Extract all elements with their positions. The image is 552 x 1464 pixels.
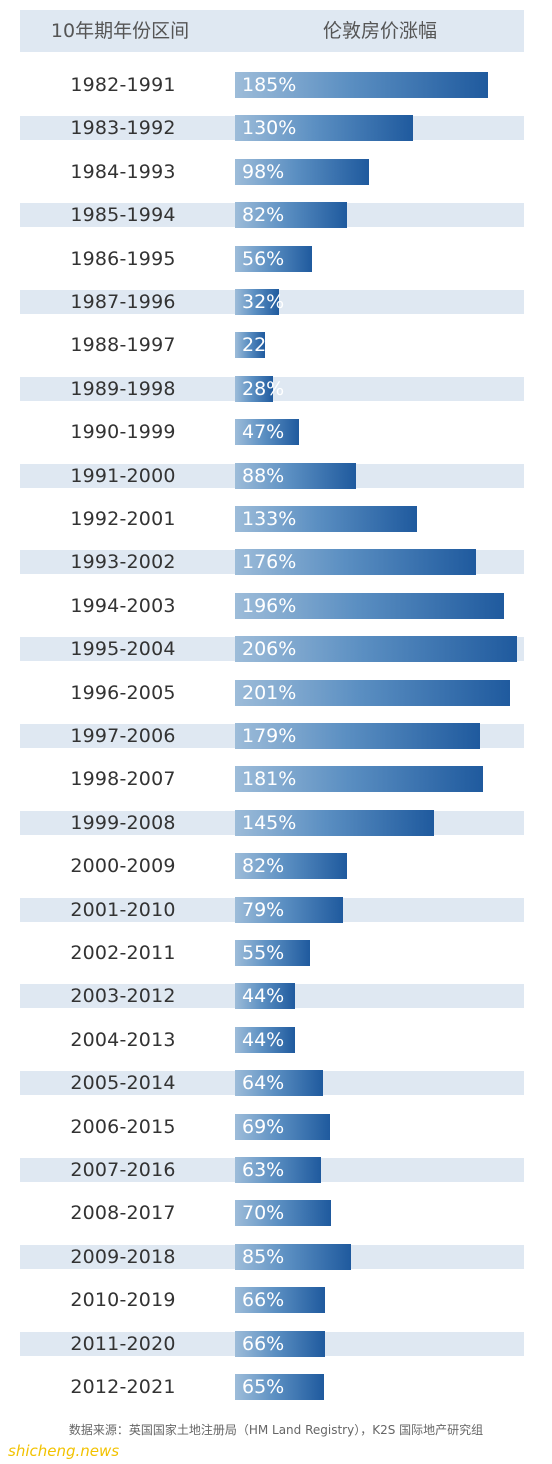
growth-bar <box>235 636 518 663</box>
period-label: 1994-2003 <box>70 594 176 617</box>
period-label: 1985-1994 <box>70 204 176 227</box>
growth-bar <box>235 983 296 1010</box>
growth-bar <box>235 115 414 142</box>
period-label: 1991-2000 <box>70 464 176 487</box>
growth-value-label: 181% <box>242 768 297 791</box>
growth-bar <box>235 1200 331 1227</box>
growth-value-label: 179% <box>242 725 297 747</box>
period-label: 2012-2021 <box>70 1376 176 1398</box>
growth-bar <box>235 940 311 966</box>
growth-value-label: 47% <box>242 421 285 444</box>
period-label: 1995-2004 <box>70 638 176 661</box>
growth-bar <box>235 1113 330 1140</box>
growth-value-label: 176% <box>242 551 297 574</box>
period-label: 2008-2017 <box>70 1202 176 1225</box>
growth-value-label: 55% <box>242 942 285 964</box>
period-label: 1982-1991 <box>70 74 176 96</box>
period-label: 1983-1992 <box>70 117 176 140</box>
table-header: 10年期年份区间 伦敦房价涨幅 <box>20 10 524 52</box>
period-label: 1987-1996 <box>70 291 176 313</box>
period-label: 2001-2010 <box>70 898 176 921</box>
growth-value-label: 63% <box>242 1159 285 1181</box>
growth-bar <box>235 245 312 272</box>
period-label: 2002-2011 <box>70 942 176 964</box>
growth-bar <box>235 332 266 359</box>
growth-value-label: 201% <box>242 681 297 704</box>
growth-bar <box>235 896 344 923</box>
growth-bar <box>235 679 511 706</box>
period-label: 2006-2015 <box>70 1115 176 1138</box>
period-label: 1990-1999 <box>70 421 176 444</box>
growth-bar <box>235 1070 323 1097</box>
growth-value-label: 133% <box>242 508 297 530</box>
growth-value-label: 44% <box>242 1028 285 1051</box>
period-label: 1993-2002 <box>70 551 176 574</box>
growth-bar <box>235 72 489 98</box>
growth-bar <box>235 506 418 532</box>
period-label: 1984-1993 <box>70 160 176 183</box>
period-label: 2010-2019 <box>70 1289 176 1312</box>
growth-value-label: 44% <box>242 985 285 1008</box>
period-label: 1996-2005 <box>70 681 176 704</box>
growth-bar <box>235 1330 326 1357</box>
growth-value-label: 64% <box>242 1072 285 1095</box>
growth-value-label: 196% <box>242 594 297 617</box>
period-label: 1997-2006 <box>70 725 176 747</box>
growth-value-label: 145% <box>242 811 297 834</box>
growth-bar <box>235 1287 326 1314</box>
period-label: 1988-1997 <box>70 334 176 357</box>
growth-value-label: 65% <box>242 1376 285 1398</box>
growth-bar <box>235 419 300 446</box>
growth-value-label: 82% <box>242 204 285 227</box>
growth-bar <box>235 375 274 402</box>
growth-bar <box>235 1243 352 1270</box>
period-label: 1986-1995 <box>70 247 176 270</box>
growth-bar <box>235 1157 322 1183</box>
period-label: 1992-2001 <box>70 508 176 530</box>
growth-value-label: 130% <box>242 117 297 140</box>
period-label: 2005-2014 <box>70 1072 176 1095</box>
period-label: 1999-2008 <box>70 811 176 834</box>
growth-value-label: 85% <box>242 1245 285 1268</box>
growth-value-label: 66% <box>242 1289 285 1312</box>
data-source-note: 数据来源：英国国家土地注册局（HM Land Registry），K2S 国际地… <box>68 1423 484 1437</box>
growth-bar <box>235 462 356 489</box>
growth-bar <box>235 158 370 185</box>
period-label: 2011-2020 <box>70 1332 176 1355</box>
period-column-header: 10年期年份区间 <box>50 20 190 42</box>
growth-bar <box>235 592 504 619</box>
period-label: 2003-2012 <box>70 985 176 1008</box>
period-label: 1998-2007 <box>70 768 176 791</box>
watermark: shicheng.news <box>8 1442 120 1460</box>
period-label: 2000-2009 <box>70 855 176 878</box>
growth-value-label: 66% <box>242 1332 285 1355</box>
growth-value-label: 88% <box>242 464 285 487</box>
period-label: 2007-2016 <box>70 1159 176 1181</box>
growth-bar <box>235 853 348 880</box>
growth-value-label: 22% <box>242 334 285 357</box>
growth-bar <box>235 723 481 749</box>
growth-value-label: 206% <box>242 638 297 661</box>
growth-value-label: 56% <box>242 247 285 270</box>
growth-value-label: 32% <box>242 291 285 313</box>
period-label: 2004-2013 <box>70 1028 176 1051</box>
growth-value-label: 98% <box>242 160 285 183</box>
growth-value-label: 185% <box>242 74 297 96</box>
growth-bar <box>235 809 434 836</box>
price-growth-column-header: 伦敦房价涨幅 <box>322 20 437 42</box>
period-label: 1989-1998 <box>70 377 176 400</box>
period-label: 2009-2018 <box>70 1245 176 1268</box>
growth-bar <box>235 289 279 315</box>
growth-bar <box>235 549 477 576</box>
growth-value-label: 82% <box>242 855 285 878</box>
growth-bar <box>235 202 348 229</box>
growth-bar <box>235 766 483 793</box>
growth-bar <box>235 1374 325 1400</box>
growth-value-label: 79% <box>242 898 285 921</box>
growth-value-label: 69% <box>242 1115 285 1138</box>
growth-value-label: 70% <box>242 1202 285 1225</box>
growth-value-label: 28% <box>242 377 285 400</box>
growth-bar <box>235 1026 296 1053</box>
